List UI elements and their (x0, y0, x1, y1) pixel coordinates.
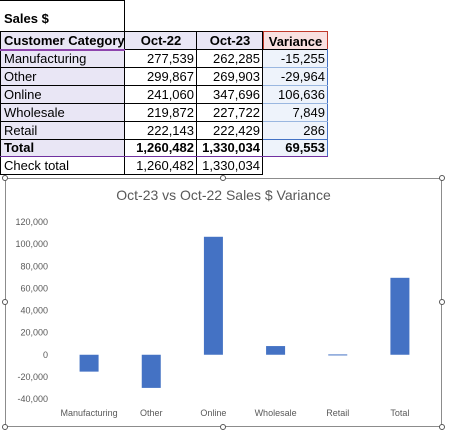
title-border-right (124, 0, 125, 31)
resize-handle-bottom-center[interactable] (220, 424, 226, 430)
value-cell[interactable]: 219,872 (147, 105, 194, 120)
check-total-label[interactable]: Check total (4, 158, 70, 173)
value-cell[interactable]: 7,849 (263, 104, 328, 122)
total-label[interactable]: Total (0, 139, 125, 157)
value-cell[interactable]: 286 (263, 122, 328, 139)
value-cell[interactable]: 269,903 (213, 69, 260, 84)
row-border (263, 103, 328, 104)
row-border (263, 121, 328, 122)
x-category-label: Other (140, 408, 163, 418)
bar-retail[interactable] (328, 354, 348, 356)
total-border-top (0, 139, 328, 140)
bar-wholesale[interactable] (266, 346, 286, 355)
header-border-bottom (0, 49, 328, 50)
row-border (0, 121, 263, 122)
chart-title: Oct-23 vs Oct-22 Sales $ Variance (116, 187, 331, 203)
value-cell[interactable]: 347,696 (213, 87, 260, 102)
resize-handle-top-center[interactable] (220, 175, 226, 181)
variance-chart[interactable]: Oct-23 vs Oct-22 Sales $ Variance 120,00… (5, 178, 442, 427)
header-oct-23[interactable]: Oct-23 (197, 31, 263, 50)
value-cell[interactable]: 222,143 (147, 123, 194, 138)
bar-online[interactable] (203, 236, 223, 355)
value-cell[interactable]: -29,964 (263, 68, 328, 86)
variance-total-top (263, 139, 328, 140)
row-border (263, 67, 328, 68)
y-tick-label: 40,000 (20, 306, 48, 316)
total-value[interactable]: 69,553 (263, 139, 328, 157)
table-title[interactable]: Sales $ (4, 11, 49, 26)
bar-total[interactable] (390, 277, 410, 355)
resize-handle-bottom-left[interactable] (2, 424, 8, 430)
header-category[interactable]: Customer Category (0, 31, 125, 50)
value-cell[interactable]: -15,255 (263, 50, 328, 68)
value-cell[interactable]: 241,060 (147, 87, 194, 102)
x-category-label: Online (200, 408, 226, 418)
y-tick-label: 0 (43, 350, 48, 360)
header-border-top (0, 31, 263, 32)
y-tick-label: -20,000 (17, 372, 48, 382)
check-total-value[interactable]: 1,260,482 (136, 158, 194, 173)
y-tick-label: 60,000 (20, 283, 48, 293)
check-border-bottom (0, 174, 263, 175)
total-value[interactable]: 1,260,482 (136, 140, 194, 155)
x-category-label: Wholesale (255, 408, 297, 418)
value-cell[interactable]: 299,867 (147, 69, 194, 84)
y-tick-label: 80,000 (20, 261, 48, 271)
header-oct-22[interactable]: Oct-22 (125, 31, 197, 50)
y-tick-label: 120,000 (15, 217, 48, 227)
value-cell[interactable]: 222,429 (213, 123, 260, 138)
y-tick-label: 100,000 (15, 239, 48, 249)
category-cell[interactable]: Wholesale (0, 104, 125, 122)
category-cell[interactable]: Online (0, 86, 125, 104)
chart-plot: 120,000 100,000 80,000 60,000 40,000 20,000 0 -… (15, 217, 410, 418)
x-category-label: Manufacturing (61, 408, 118, 418)
resize-handle-mid-left[interactable] (2, 299, 8, 305)
total-value[interactable]: 1,330,034 (202, 140, 260, 155)
header-variance[interactable]: Variance (263, 31, 328, 50)
y-tick-label: -40,000 (17, 394, 48, 404)
bar-manufacturing[interactable] (79, 354, 99, 372)
title-border-top (0, 0, 125, 1)
row-border (0, 85, 263, 86)
value-cell[interactable]: 277,539 (147, 51, 194, 66)
value-cell[interactable]: 262,285 (213, 51, 260, 66)
row-border (263, 85, 328, 86)
value-cell[interactable]: 106,636 (263, 86, 328, 104)
row-border (0, 67, 263, 68)
y-tick-label: 20,000 (20, 328, 48, 338)
x-category-label: Total (390, 408, 409, 418)
total-border-bottom (0, 156, 328, 157)
category-cell[interactable]: Manufacturing (0, 50, 125, 68)
resize-handle-top-left[interactable] (2, 175, 8, 181)
selection-border (0, 49, 125, 51)
row-border (0, 103, 263, 104)
bar-other[interactable] (141, 354, 161, 388)
resize-handle-mid-right[interactable] (439, 299, 445, 305)
category-cell[interactable]: Other (0, 68, 125, 86)
value-cell[interactable]: 227,722 (213, 105, 260, 120)
check-total-value[interactable]: 1,330,034 (202, 158, 260, 173)
x-category-label: Retail (326, 408, 349, 418)
resize-handle-top-right[interactable] (439, 175, 445, 181)
category-cell[interactable]: Retail (0, 122, 125, 139)
resize-handle-bottom-right[interactable] (439, 424, 445, 430)
